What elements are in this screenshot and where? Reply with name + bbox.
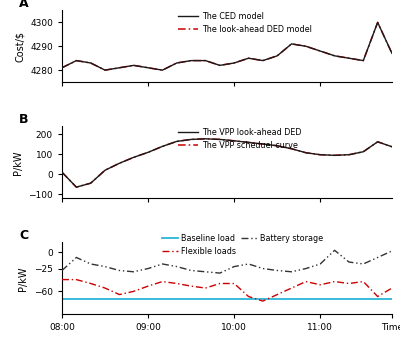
Y-axis label: P/kW: P/kW bbox=[13, 150, 23, 174]
Y-axis label: Cost/$: Cost/$ bbox=[14, 31, 24, 62]
Y-axis label: P/kW: P/kW bbox=[18, 266, 28, 291]
Text: C: C bbox=[19, 229, 28, 242]
Text: A: A bbox=[19, 0, 29, 10]
Legend: The VPP look-ahead DED, The VPP scheduel curve: The VPP look-ahead DED, The VPP scheduel… bbox=[175, 125, 305, 153]
Legend: Baseline load, Flexible loads, Battery storage: Baseline load, Flexible loads, Battery s… bbox=[158, 231, 326, 259]
Text: B: B bbox=[19, 113, 29, 126]
Legend: The CED model, The look-ahead DED model: The CED model, The look-ahead DED model bbox=[175, 9, 316, 37]
